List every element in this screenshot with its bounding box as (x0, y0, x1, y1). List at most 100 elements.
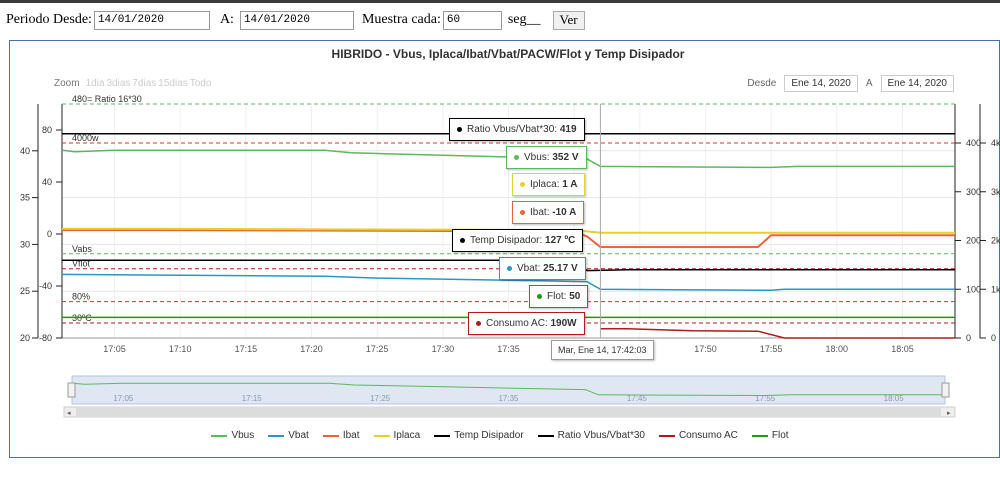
navigator[interactable]: 17:05 17:15 17:25 17:35 17:45 17:55 18:05 ◂ ▸ (63, 375, 956, 418)
tooltip-ratio-vbus-vbat-30: Ratio Vbus/Vbat*30: 419 (449, 118, 585, 141)
y-tick-label: 2k (991, 236, 1000, 246)
series-dot-icon (537, 293, 542, 299)
y-tick-label: 40 (42, 177, 52, 187)
series-line-ibat (62, 229, 955, 248)
y-tick-label: 80 (42, 125, 52, 135)
legend-item-flot[interactable]: Flot (751, 430, 789, 441)
navigator-left-handle (67, 382, 76, 398)
annotation-label: Vflot (72, 259, 91, 269)
legend-item-consumo-ac[interactable]: Consumo AC (658, 430, 738, 441)
chart-title: HIBRIDO - Vbus, Iplaca/Ibat/Vbat/PACW/Fl… (332, 47, 685, 61)
series-dot-icon (460, 237, 465, 243)
navigator-series-line (71, 382, 945, 397)
legend-label: Ibat (342, 430, 360, 441)
legend-swatch-icon (373, 434, 390, 437)
legend-swatch-icon (211, 434, 228, 437)
legend-label: Iplaca (393, 430, 421, 441)
zoom-controls: Zoom 1dia 3dias 7dias 15dias Todo (54, 78, 211, 89)
x-tick-label: 17:05 (103, 344, 126, 354)
legend-label: Temp Disipador (454, 430, 524, 441)
legend-item-iplaca[interactable]: Iplaca (373, 430, 421, 441)
navigator-tick-label: 18:05 (884, 394, 905, 403)
zoom-todo-button[interactable]: Todo (189, 78, 212, 89)
y-tick-label: 25 (20, 286, 30, 296)
zoom-label: Zoom (54, 78, 80, 89)
series-dot-icon (507, 265, 512, 271)
legend-swatch-icon (322, 434, 339, 437)
legend-item-temp-disipador[interactable]: Temp Disipador (434, 430, 524, 441)
a-input[interactable] (239, 10, 354, 30)
tooltip-ibat: Ibat: -10 A (512, 201, 585, 224)
zoom-7dias-button[interactable]: 7dias (132, 78, 157, 89)
legend-label: Vbat (288, 430, 309, 441)
legend-swatch-icon (434, 434, 451, 437)
y-tick-label: 200 (966, 236, 981, 246)
annotation-label: 480= Ratio 16*30 (72, 94, 142, 104)
ver-button[interactable]: Ver (552, 10, 585, 30)
y-tick-label: 100 (966, 284, 981, 294)
tooltip-value: 352 V (552, 152, 579, 163)
series-dot-icon (514, 154, 519, 160)
tooltip-series-name: Ibat (530, 207, 547, 218)
zoom-15dias-button[interactable]: 15dias (158, 78, 188, 89)
tooltip-series-name: Ratio Vbus/Vbat*30 (467, 124, 555, 135)
legend-swatch-icon (268, 434, 285, 437)
tooltip-series-name: Vbat (517, 263, 538, 274)
navigator-tick-label: 17:35 (498, 394, 519, 403)
legend-item-vbat[interactable]: Vbat (268, 430, 309, 441)
y-tick-label: -80 (39, 333, 52, 343)
legend-item-vbus[interactable]: Vbus (211, 430, 254, 441)
series-line-vbat (61, 273, 955, 292)
y-tick-label: 1k (991, 284, 1000, 294)
tooltip-series-name: Consumo AC (486, 318, 545, 329)
y-tick-label: 40 (20, 146, 30, 156)
y-tick-label: 300 (966, 187, 981, 197)
top-bar (0, 0, 1000, 3)
annotation-label: Vabs (72, 244, 92, 254)
tooltip-temp-disipador: Temp Disipador: 127 ºC (452, 229, 584, 252)
navigator-tick-label: 17:55 (755, 394, 776, 403)
series-dot-icon (520, 181, 525, 187)
legend-item-ibat[interactable]: Ibat (322, 430, 360, 441)
series-line-temp-disipador (62, 259, 955, 272)
plot-area: 17:0517:1017:1517:2017:2517:3017:3517:40… (20, 94, 1000, 354)
y-tick-label: 4k (991, 138, 1000, 148)
tooltip-vbat: Vbat: 25.17 V (499, 257, 586, 280)
tooltip-value: 190W (550, 318, 577, 329)
muestra-label: Muestra cada: (361, 12, 441, 27)
muestra-input[interactable] (442, 10, 502, 30)
series-line-consumo-ac (600, 327, 955, 339)
legend-swatch-icon (537, 434, 554, 437)
tooltip-value: 419 (559, 124, 577, 135)
series-dot-icon (457, 126, 462, 132)
x-tick-label: 17:50 (694, 344, 717, 354)
y-tick-label: 0 (991, 333, 996, 343)
x-tick-label: 17:20 (300, 344, 323, 354)
y-tick-label: 0 (47, 229, 52, 239)
series-line-vbus (61, 149, 955, 169)
legend-label: Vbus (231, 430, 255, 441)
tooltip-value: 127 ºC (545, 235, 576, 246)
navigator-tick-label: 17:25 (370, 394, 391, 403)
tooltip-series-name: Temp Disipador (470, 235, 540, 246)
navigator-tick-label: 17:05 (113, 394, 134, 403)
y-tick-label: 0 (966, 333, 971, 343)
tooltip-vbus: Vbus: 352 V (506, 146, 587, 169)
tooltip-series-name: Flot (547, 291, 564, 302)
legend-label: Ratio Vbus/Vbat*30 (557, 430, 645, 441)
legend-swatch-icon (751, 434, 768, 437)
range-a-input[interactable]: Ene 14, 2020 (880, 75, 954, 92)
annotation-label: 4000w (72, 133, 99, 143)
y-tick-label: 20 (20, 333, 30, 343)
tooltip-consumo-ac: Consumo AC: 190W (468, 312, 585, 335)
zoom-1dia-button[interactable]: 1dia (85, 78, 105, 89)
annotation-label: 80% (72, 292, 90, 302)
seg-label: seg__ (507, 12, 541, 27)
tooltip-time: Mar, Ene 14, 17:42:03 (551, 340, 654, 360)
legend: Vbus Vbat Ibat Iplaca Temp Disipador Ratio Vb… (0, 430, 1000, 441)
desde-input[interactable] (93, 10, 210, 30)
tooltip-value: 50 (569, 291, 581, 302)
zoom-3dias-button[interactable]: 3dias (106, 78, 131, 89)
legend-item-ratio-vbus-vbat-30[interactable]: Ratio Vbus/Vbat*30 (537, 430, 645, 441)
range-desde-input[interactable]: Ene 14, 2020 (784, 75, 858, 92)
